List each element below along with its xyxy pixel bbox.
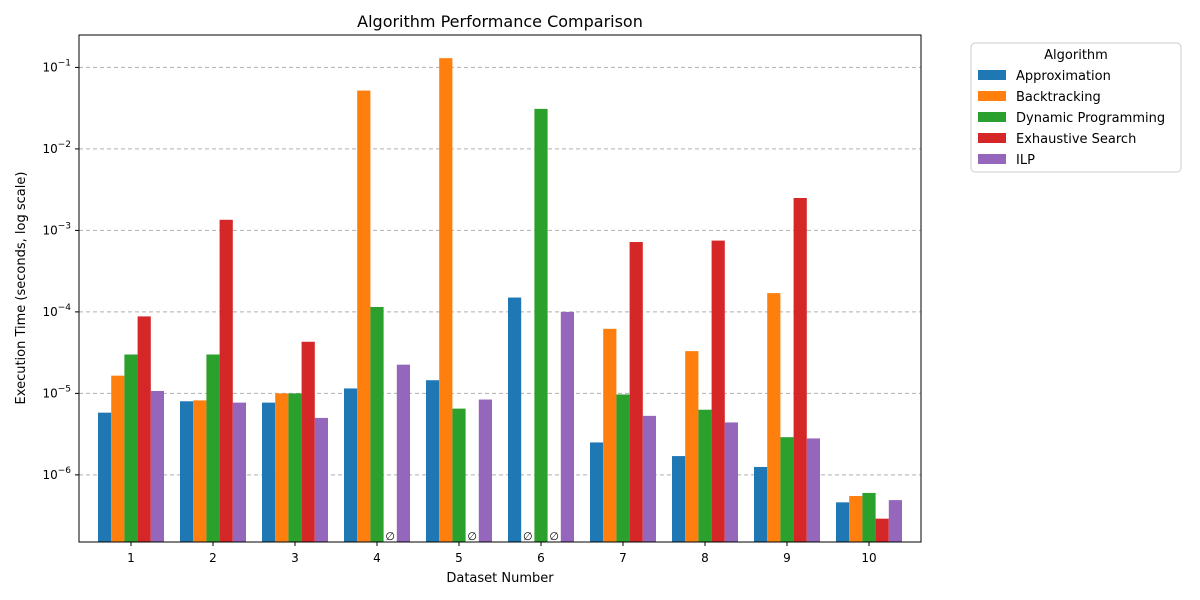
x-tick-label: 10 (861, 551, 876, 565)
chart-title: Algorithm Performance Comparison (357, 12, 643, 31)
bar (370, 306, 384, 542)
bar (288, 393, 302, 542)
bar (180, 401, 194, 542)
y-tick-label: 10−5 (42, 384, 71, 400)
bar (685, 351, 699, 542)
bar (862, 492, 876, 542)
y-tick-label: 10−4 (42, 303, 71, 319)
bar (672, 456, 686, 542)
bar (642, 415, 656, 542)
bar (508, 297, 522, 542)
x-axis: 1 2 3 4 5 6 7 8 9 10 (127, 542, 877, 565)
legend-label: Exhaustive Search (1016, 132, 1136, 147)
bar (344, 388, 358, 542)
x-tick-label: 5 (455, 551, 463, 565)
y-tick-label: 10−1 (42, 58, 71, 74)
bar (780, 437, 794, 542)
missing-marker: ∅ (385, 530, 395, 543)
missing-marker: ∅ (523, 530, 533, 543)
bar (849, 496, 863, 542)
bar (629, 242, 643, 543)
bar (314, 417, 328, 542)
x-tick-label: 9 (783, 551, 791, 565)
bar (836, 502, 850, 542)
x-tick-label: 1 (127, 551, 135, 565)
bar (793, 197, 807, 543)
bar (262, 402, 276, 542)
x-axis-title: Dataset Number (446, 571, 554, 586)
bar (150, 390, 164, 542)
missing-markers: ∅ ∅ ∅ ∅ (385, 530, 559, 543)
bar (426, 380, 440, 542)
x-tick-label: 3 (291, 551, 299, 565)
bar (560, 311, 574, 542)
legend-swatch (978, 133, 1006, 143)
bar (534, 108, 548, 542)
legend-label: ILP (1016, 153, 1035, 168)
bar (124, 354, 138, 542)
y-axis-title: Execution Time (seconds, log scale) (14, 172, 29, 405)
legend-label: Approximation (1016, 69, 1111, 84)
bar (888, 500, 902, 542)
bar (724, 422, 738, 542)
bar (206, 354, 220, 542)
plot-frame (78, 34, 922, 543)
bar (98, 412, 112, 542)
bar (232, 402, 246, 542)
legend: Algorithm Approximation Backtracking Dynam… (970, 42, 1182, 173)
bar (698, 409, 712, 542)
missing-marker: ∅ (467, 530, 477, 543)
y-tick-label: 10−3 (42, 221, 71, 237)
x-tick-label: 7 (619, 551, 627, 565)
bar (478, 399, 492, 542)
y-axis: 10−6 10−5 10−4 10−3 10−2 10−1 (42, 58, 79, 482)
legend-label: Dynamic Programming (1016, 111, 1165, 126)
legend-frame (970, 42, 1182, 173)
bar (275, 393, 289, 542)
bar (357, 90, 371, 542)
bar (301, 341, 315, 542)
bar (616, 394, 630, 542)
bar (603, 328, 617, 542)
bar (396, 364, 410, 542)
x-tick-label: 4 (373, 551, 381, 565)
bar (111, 375, 125, 542)
bar (137, 316, 151, 542)
y-tick-label: 10−6 (42, 466, 71, 482)
bar (806, 438, 820, 542)
legend-swatch (978, 91, 1006, 101)
x-tick-label: 2 (209, 551, 217, 565)
x-tick-label: 6 (537, 551, 545, 565)
bar (590, 442, 604, 542)
bars (98, 58, 902, 543)
legend-swatch (978, 70, 1006, 80)
missing-marker: ∅ (549, 530, 559, 543)
bar (439, 58, 453, 543)
legend-title: Algorithm (1044, 48, 1108, 63)
x-tick-label: 8 (701, 551, 709, 565)
bar (452, 408, 466, 542)
bar (875, 518, 889, 542)
bar (711, 240, 725, 542)
legend-swatch (978, 154, 1006, 164)
legend-label: Backtracking (1016, 90, 1101, 105)
bar (219, 219, 233, 542)
legend-swatch (978, 112, 1006, 122)
bar (767, 293, 781, 542)
bar (754, 466, 768, 542)
y-tick-label: 10−2 (42, 140, 71, 156)
bar (193, 400, 207, 542)
